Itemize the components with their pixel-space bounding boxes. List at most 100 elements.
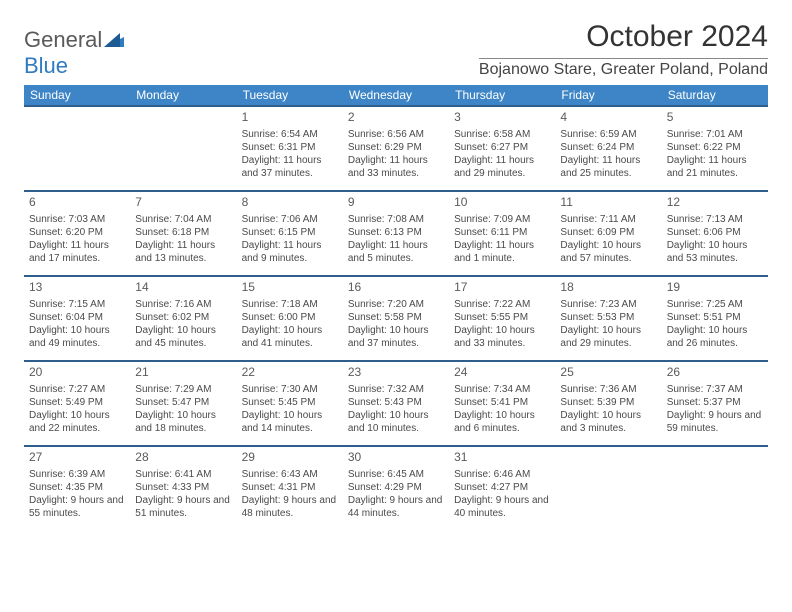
day-number: 6: [29, 195, 125, 211]
day-header: Tuesday: [237, 85, 343, 106]
calendar-day-cell: 5Sunrise: 7:01 AMSunset: 6:22 PMDaylight…: [662, 106, 768, 191]
day-number: 3: [454, 110, 550, 126]
sunset-line: Sunset: 6:09 PM: [560, 226, 656, 239]
daylight-line: Daylight: 10 hours and 14 minutes.: [242, 409, 338, 435]
calendar-day-cell: 13Sunrise: 7:15 AMSunset: 6:04 PMDayligh…: [24, 276, 130, 361]
day-number: 14: [135, 280, 231, 296]
day-number: 22: [242, 365, 338, 381]
sunset-line: Sunset: 5:41 PM: [454, 396, 550, 409]
daylight-line: Daylight: 10 hours and 49 minutes.: [29, 324, 125, 350]
calendar-day-cell: 11Sunrise: 7:11 AMSunset: 6:09 PMDayligh…: [555, 191, 661, 276]
daylight-line: Daylight: 10 hours and 26 minutes.: [667, 324, 763, 350]
calendar-day-cell: 21Sunrise: 7:29 AMSunset: 5:47 PMDayligh…: [130, 361, 236, 446]
sunset-line: Sunset: 5:37 PM: [667, 396, 763, 409]
daylight-line: Daylight: 10 hours and 53 minutes.: [667, 239, 763, 265]
sunset-line: Sunset: 5:45 PM: [242, 396, 338, 409]
day-header: Wednesday: [343, 85, 449, 106]
sunrise-line: Sunrise: 6:59 AM: [560, 128, 656, 141]
daylight-line: Daylight: 10 hours and 57 minutes.: [560, 239, 656, 265]
calendar-day-cell: 2Sunrise: 6:56 AMSunset: 6:29 PMDaylight…: [343, 106, 449, 191]
calendar-day-cell: 26Sunrise: 7:37 AMSunset: 5:37 PMDayligh…: [662, 361, 768, 446]
daylight-line: Daylight: 11 hours and 1 minute.: [454, 239, 550, 265]
sunrise-line: Sunrise: 7:27 AM: [29, 383, 125, 396]
day-number: 13: [29, 280, 125, 296]
day-number: 21: [135, 365, 231, 381]
day-number: 27: [29, 450, 125, 466]
sunrise-line: Sunrise: 6:54 AM: [242, 128, 338, 141]
day-number: 2: [348, 110, 444, 126]
day-number: 25: [560, 365, 656, 381]
logo-text-gray: General: [24, 27, 102, 52]
sunrise-line: Sunrise: 7:36 AM: [560, 383, 656, 396]
calendar-day-cell: 23Sunrise: 7:32 AMSunset: 5:43 PMDayligh…: [343, 361, 449, 446]
day-number: 10: [454, 195, 550, 211]
sunset-line: Sunset: 6:20 PM: [29, 226, 125, 239]
sunrise-line: Sunrise: 7:18 AM: [242, 298, 338, 311]
calendar-empty-cell: [555, 446, 661, 531]
calendar-day-cell: 20Sunrise: 7:27 AMSunset: 5:49 PMDayligh…: [24, 361, 130, 446]
sunrise-line: Sunrise: 7:11 AM: [560, 213, 656, 226]
sunset-line: Sunset: 5:53 PM: [560, 311, 656, 324]
sunrise-line: Sunrise: 7:13 AM: [667, 213, 763, 226]
day-number: 4: [560, 110, 656, 126]
sunset-line: Sunset: 6:02 PM: [135, 311, 231, 324]
sunrise-line: Sunrise: 6:58 AM: [454, 128, 550, 141]
calendar-day-cell: 14Sunrise: 7:16 AMSunset: 6:02 PMDayligh…: [130, 276, 236, 361]
sunset-line: Sunset: 6:27 PM: [454, 141, 550, 154]
sunset-line: Sunset: 6:29 PM: [348, 141, 444, 154]
day-header: Monday: [130, 85, 236, 106]
sunrise-line: Sunrise: 7:34 AM: [454, 383, 550, 396]
calendar-table: SundayMondayTuesdayWednesdayThursdayFrid…: [24, 85, 768, 531]
sunset-line: Sunset: 6:11 PM: [454, 226, 550, 239]
day-number: 18: [560, 280, 656, 296]
sunrise-line: Sunrise: 7:22 AM: [454, 298, 550, 311]
calendar-week-row: 20Sunrise: 7:27 AMSunset: 5:49 PMDayligh…: [24, 361, 768, 446]
calendar-day-cell: 4Sunrise: 6:59 AMSunset: 6:24 PMDaylight…: [555, 106, 661, 191]
calendar-day-cell: 27Sunrise: 6:39 AMSunset: 4:35 PMDayligh…: [24, 446, 130, 531]
calendar-day-cell: 12Sunrise: 7:13 AMSunset: 6:06 PMDayligh…: [662, 191, 768, 276]
location-text: Bojanowo Stare, Greater Poland, Poland: [479, 58, 768, 79]
daylight-line: Daylight: 10 hours and 3 minutes.: [560, 409, 656, 435]
calendar-day-cell: 22Sunrise: 7:30 AMSunset: 5:45 PMDayligh…: [237, 361, 343, 446]
logo-triangle-icon: [104, 27, 124, 52]
sunset-line: Sunset: 4:33 PM: [135, 481, 231, 494]
calendar-day-cell: 8Sunrise: 7:06 AMSunset: 6:15 PMDaylight…: [237, 191, 343, 276]
calendar-week-row: 13Sunrise: 7:15 AMSunset: 6:04 PMDayligh…: [24, 276, 768, 361]
day-number: 28: [135, 450, 231, 466]
day-number: 23: [348, 365, 444, 381]
daylight-line: Daylight: 10 hours and 10 minutes.: [348, 409, 444, 435]
daylight-line: Daylight: 11 hours and 21 minutes.: [667, 154, 763, 180]
sunset-line: Sunset: 4:35 PM: [29, 481, 125, 494]
sunset-line: Sunset: 5:51 PM: [667, 311, 763, 324]
daylight-line: Daylight: 9 hours and 55 minutes.: [29, 494, 125, 520]
daylight-line: Daylight: 10 hours and 18 minutes.: [135, 409, 231, 435]
calendar-day-cell: 15Sunrise: 7:18 AMSunset: 6:00 PMDayligh…: [237, 276, 343, 361]
calendar-empty-cell: [130, 106, 236, 191]
calendar-day-cell: 10Sunrise: 7:09 AMSunset: 6:11 PMDayligh…: [449, 191, 555, 276]
sunset-line: Sunset: 6:00 PM: [242, 311, 338, 324]
calendar-day-cell: 17Sunrise: 7:22 AMSunset: 5:55 PMDayligh…: [449, 276, 555, 361]
day-number: 31: [454, 450, 550, 466]
sunset-line: Sunset: 4:29 PM: [348, 481, 444, 494]
day-header: Saturday: [662, 85, 768, 106]
calendar-empty-cell: [24, 106, 130, 191]
sunset-line: Sunset: 4:27 PM: [454, 481, 550, 494]
page-header: GeneralBlue October 2024 Bojanowo Stare,…: [24, 20, 768, 79]
calendar-day-cell: 25Sunrise: 7:36 AMSunset: 5:39 PMDayligh…: [555, 361, 661, 446]
sunrise-line: Sunrise: 6:41 AM: [135, 468, 231, 481]
day-number: 26: [667, 365, 763, 381]
sunrise-line: Sunrise: 7:15 AM: [29, 298, 125, 311]
daylight-line: Daylight: 10 hours and 6 minutes.: [454, 409, 550, 435]
daylight-line: Daylight: 9 hours and 44 minutes.: [348, 494, 444, 520]
sunrise-line: Sunrise: 7:23 AM: [560, 298, 656, 311]
daylight-line: Daylight: 10 hours and 45 minutes.: [135, 324, 231, 350]
sunset-line: Sunset: 6:22 PM: [667, 141, 763, 154]
sunset-line: Sunset: 5:47 PM: [135, 396, 231, 409]
calendar-week-row: 1Sunrise: 6:54 AMSunset: 6:31 PMDaylight…: [24, 106, 768, 191]
calendar-day-cell: 7Sunrise: 7:04 AMSunset: 6:18 PMDaylight…: [130, 191, 236, 276]
daylight-line: Daylight: 11 hours and 29 minutes.: [454, 154, 550, 180]
month-title: October 2024: [479, 20, 768, 54]
daylight-line: Daylight: 9 hours and 59 minutes.: [667, 409, 763, 435]
day-header: Friday: [555, 85, 661, 106]
sunrise-line: Sunrise: 7:32 AM: [348, 383, 444, 396]
